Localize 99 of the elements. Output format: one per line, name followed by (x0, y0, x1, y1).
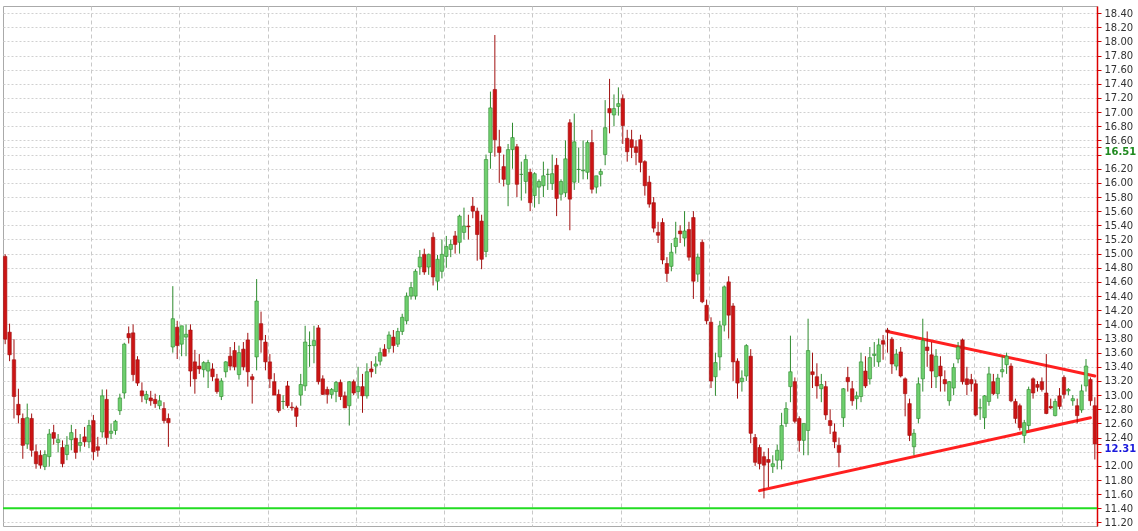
y-tick-label: 13.40 (1104, 361, 1134, 373)
candlestick (885, 327, 890, 354)
candlestick (228, 346, 233, 371)
candlestick (38, 449, 43, 470)
candlestick (867, 346, 872, 385)
candlestick (845, 366, 850, 393)
candlestick (236, 345, 241, 381)
y-tick-label: 12.80 (1104, 403, 1134, 415)
y-tick-label: 13.60 (1104, 347, 1134, 359)
y-tick-label: 18.20 (1104, 21, 1134, 33)
y-tick-label: 14.80 (1104, 262, 1134, 274)
candlestick (1000, 355, 1005, 378)
candlestick (625, 129, 630, 163)
candlestick (995, 373, 1000, 400)
candlestick (607, 78, 612, 134)
candlestick (179, 325, 184, 357)
y-tick-label: 13.20 (1104, 375, 1134, 387)
y-tick-label: 12.40 (1104, 432, 1134, 444)
candlestick (978, 398, 983, 421)
y-tick-label: 16.20 (1104, 163, 1134, 175)
candlestick (894, 348, 899, 371)
y-tick-label: 14.20 (1104, 304, 1134, 316)
y-tick-label: 11.40 (1104, 502, 1134, 514)
candlestick (453, 230, 458, 255)
candlestick (250, 373, 255, 405)
candlestick (1075, 398, 1080, 424)
candlestick (60, 439, 65, 468)
y-tick-label: 17.80 (1104, 50, 1134, 62)
candlestick (1004, 352, 1009, 375)
candlestick (881, 334, 886, 361)
y-tick-label: 18.40 (1104, 7, 1134, 19)
candlestick (175, 320, 180, 360)
candlestick (850, 380, 855, 407)
y-tick-label: 15.40 (1104, 219, 1134, 231)
candlestick (386, 330, 391, 354)
candlestick (695, 253, 700, 283)
candlestick (1017, 403, 1022, 431)
y-tick-label: 17.40 (1104, 78, 1134, 90)
y-tick-label: 11.80 (1104, 474, 1134, 486)
y-tick-label: 14.00 (1104, 318, 1134, 330)
candlestick (678, 224, 683, 244)
y-tick-label: 16.60 (1104, 134, 1134, 146)
candlestick (461, 207, 466, 240)
candlestick (872, 341, 877, 368)
y-tick-label: 12.31 (1104, 443, 1137, 455)
candlestick (422, 248, 427, 276)
y-tick-label: 17.20 (1104, 92, 1134, 104)
y-tick-label: 16.00 (1104, 177, 1134, 189)
candlestick (232, 341, 237, 371)
candlestick (766, 447, 771, 488)
y-tick-label: 15.80 (1104, 191, 1134, 203)
candlestick (863, 355, 868, 389)
candlestick (550, 154, 555, 191)
candlestick (360, 373, 365, 414)
candlestick (876, 338, 881, 368)
candlestick (911, 428, 916, 456)
y-tick-label: 15.00 (1104, 248, 1134, 260)
y-tick-label: 12.00 (1104, 460, 1134, 472)
candlestick (938, 355, 943, 393)
candlestick (545, 168, 550, 191)
candlestick (51, 424, 56, 446)
y-tick-label: 17.60 (1104, 64, 1134, 76)
candlestick (241, 341, 246, 371)
candlestick (391, 329, 396, 354)
candlestick (82, 426, 87, 448)
y-tick-label: 15.60 (1104, 205, 1134, 217)
candlestick (73, 428, 78, 460)
candlestick (285, 380, 290, 409)
candlestick (611, 93, 616, 127)
candlestick (682, 210, 687, 248)
candlestick (532, 171, 537, 209)
y-tick-label: 16.80 (1104, 120, 1134, 132)
y-tick-label: 14.60 (1104, 276, 1134, 288)
y-tick-label: 18.00 (1104, 35, 1134, 47)
y-tick-label: 11.60 (1104, 488, 1134, 500)
y-tick-label: 14.40 (1104, 290, 1134, 302)
candlestick (819, 373, 824, 403)
candlestick (294, 405, 299, 428)
candlestick (934, 348, 939, 389)
candlestick (56, 433, 61, 453)
y-tick-label: 17.00 (1104, 106, 1134, 118)
y-tick-label: 11.20 (1104, 516, 1134, 528)
candlestick (466, 214, 471, 240)
candlestick (311, 325, 316, 364)
candlestick (281, 394, 286, 410)
candlestick (956, 341, 961, 364)
y-tick-label: 13.00 (1104, 389, 1134, 401)
y-tick-label: 12.60 (1104, 417, 1134, 429)
y-tick-label: 15.20 (1104, 233, 1134, 245)
candlestick (219, 377, 224, 401)
candlestick (356, 366, 361, 400)
candlestick (991, 373, 996, 396)
candlestick (1044, 353, 1049, 415)
y-tick-label: 16.51 (1104, 146, 1137, 158)
y-tick-label: 13.80 (1104, 333, 1134, 345)
candlestick (788, 335, 793, 403)
candlestick (814, 362, 819, 400)
candlestick (109, 422, 114, 440)
candlestick (117, 393, 122, 416)
